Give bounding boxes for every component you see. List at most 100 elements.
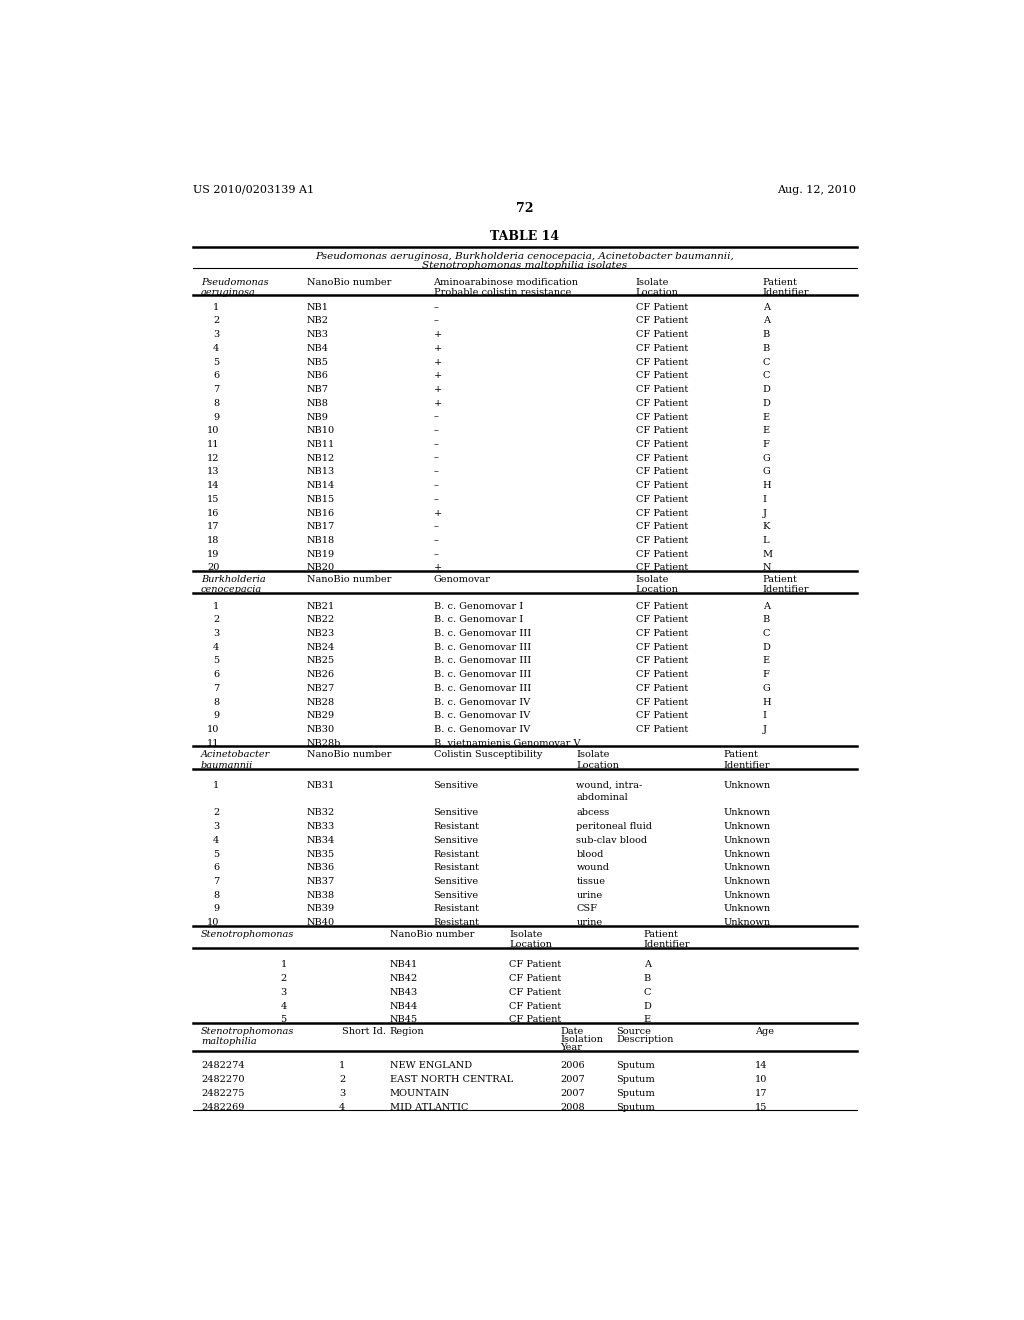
Text: CF Patient: CF Patient	[636, 523, 688, 531]
Text: Sputum: Sputum	[616, 1089, 654, 1098]
Text: Pseudomonas aeruginosa, Burkholderia cenocepacia, Acinetobacter baumannii,: Pseudomonas aeruginosa, Burkholderia cen…	[315, 252, 734, 261]
Text: NB7: NB7	[306, 385, 329, 395]
Text: Isolate: Isolate	[509, 929, 543, 939]
Text: CF Patient: CF Patient	[636, 643, 688, 652]
Text: E: E	[763, 656, 770, 665]
Text: 17: 17	[207, 523, 219, 531]
Text: NB34: NB34	[306, 836, 335, 845]
Text: abcess: abcess	[577, 808, 609, 817]
Text: Sensitive: Sensitive	[433, 836, 478, 845]
Text: B. c. Genomovar I: B. c. Genomovar I	[433, 615, 523, 624]
Text: Acinetobacter: Acinetobacter	[201, 751, 270, 759]
Text: 3: 3	[281, 987, 287, 997]
Text: 1: 1	[213, 302, 219, 312]
Text: NB42: NB42	[390, 974, 418, 983]
Text: Region: Region	[390, 1027, 425, 1036]
Text: A: A	[763, 317, 770, 326]
Text: Aug. 12, 2010: Aug. 12, 2010	[777, 185, 856, 195]
Text: E: E	[763, 426, 770, 436]
Text: EAST NORTH CENTRAL: EAST NORTH CENTRAL	[390, 1076, 513, 1084]
Text: CF Patient: CF Patient	[636, 630, 688, 638]
Text: 2008: 2008	[560, 1102, 585, 1111]
Text: L: L	[763, 536, 769, 545]
Text: CF Patient: CF Patient	[636, 725, 688, 734]
Text: J: J	[763, 725, 767, 734]
Text: B. c. Genomovar III: B. c. Genomovar III	[433, 630, 530, 638]
Text: 7: 7	[213, 684, 219, 693]
Text: 1: 1	[213, 602, 219, 611]
Text: NB33: NB33	[306, 822, 335, 832]
Text: aeruginosa: aeruginosa	[201, 289, 256, 297]
Text: MOUNTAIN: MOUNTAIN	[390, 1089, 451, 1098]
Text: B. c. Genomovar IV: B. c. Genomovar IV	[433, 725, 529, 734]
Text: 9: 9	[213, 412, 219, 421]
Text: E: E	[763, 412, 770, 421]
Text: NB24: NB24	[306, 643, 335, 652]
Text: 1: 1	[213, 781, 219, 789]
Text: Identifier: Identifier	[763, 585, 809, 594]
Text: NB6: NB6	[306, 371, 329, 380]
Text: B. c. Genomovar IV: B. c. Genomovar IV	[433, 711, 529, 721]
Text: Description: Description	[616, 1035, 674, 1044]
Text: CF Patient: CF Patient	[636, 302, 688, 312]
Text: CSF: CSF	[577, 904, 597, 913]
Text: B. c. Genomovar III: B. c. Genomovar III	[433, 684, 530, 693]
Text: cenocepacia: cenocepacia	[201, 585, 262, 594]
Text: NB45: NB45	[390, 1015, 418, 1024]
Text: Isolation: Isolation	[560, 1035, 603, 1044]
Text: CF Patient: CF Patient	[636, 549, 688, 558]
Text: B. c. Genomovar III: B. c. Genomovar III	[433, 643, 530, 652]
Text: 17: 17	[755, 1089, 767, 1098]
Text: 6: 6	[213, 371, 219, 380]
Text: 9: 9	[213, 904, 219, 913]
Text: 5: 5	[281, 1015, 287, 1024]
Text: Isolate: Isolate	[577, 751, 609, 759]
Text: Sputum: Sputum	[616, 1102, 654, 1111]
Text: 15: 15	[207, 495, 219, 504]
Text: CF Patient: CF Patient	[636, 412, 688, 421]
Text: Resistant: Resistant	[433, 863, 479, 873]
Text: B. c. Genomovar III: B. c. Genomovar III	[433, 671, 530, 680]
Text: K: K	[763, 523, 770, 531]
Text: 9: 9	[213, 711, 219, 721]
Text: –: –	[433, 536, 438, 545]
Text: 4: 4	[213, 345, 219, 352]
Text: NB20: NB20	[306, 564, 335, 573]
Text: NB17: NB17	[306, 523, 335, 531]
Text: CF Patient: CF Patient	[636, 697, 688, 706]
Text: Resistant: Resistant	[433, 919, 479, 927]
Text: 4: 4	[213, 836, 219, 845]
Text: 2: 2	[281, 974, 287, 983]
Text: B. c. Genomovar IV: B. c. Genomovar IV	[433, 697, 529, 706]
Text: 2: 2	[213, 317, 219, 326]
Text: 4: 4	[281, 1002, 287, 1011]
Text: 4: 4	[339, 1102, 345, 1111]
Text: –: –	[433, 454, 438, 463]
Text: –: –	[433, 549, 438, 558]
Text: CF Patient: CF Patient	[636, 495, 688, 504]
Text: 2482270: 2482270	[201, 1076, 245, 1084]
Text: NB14: NB14	[306, 480, 335, 490]
Text: H: H	[763, 480, 771, 490]
Text: +: +	[433, 345, 441, 352]
Text: 11: 11	[207, 739, 219, 747]
Text: CF Patient: CF Patient	[636, 684, 688, 693]
Text: Stenotrophomonas: Stenotrophomonas	[201, 929, 294, 939]
Text: urine: urine	[577, 919, 602, 927]
Text: CF Patient: CF Patient	[636, 656, 688, 665]
Text: CF Patient: CF Patient	[509, 987, 561, 997]
Text: NB12: NB12	[306, 454, 335, 463]
Text: 3: 3	[339, 1089, 345, 1098]
Text: NB21: NB21	[306, 602, 335, 611]
Text: urine: urine	[577, 891, 602, 900]
Text: B. c. Genomovar I: B. c. Genomovar I	[433, 602, 523, 611]
Text: 5: 5	[213, 850, 219, 858]
Text: 2: 2	[339, 1076, 345, 1084]
Text: CF Patient: CF Patient	[636, 615, 688, 624]
Text: Sputum: Sputum	[616, 1061, 654, 1071]
Text: Sensitive: Sensitive	[433, 876, 478, 886]
Text: 2482269: 2482269	[201, 1102, 245, 1111]
Text: –: –	[433, 495, 438, 504]
Text: 3: 3	[213, 630, 219, 638]
Text: 2482274: 2482274	[201, 1061, 245, 1071]
